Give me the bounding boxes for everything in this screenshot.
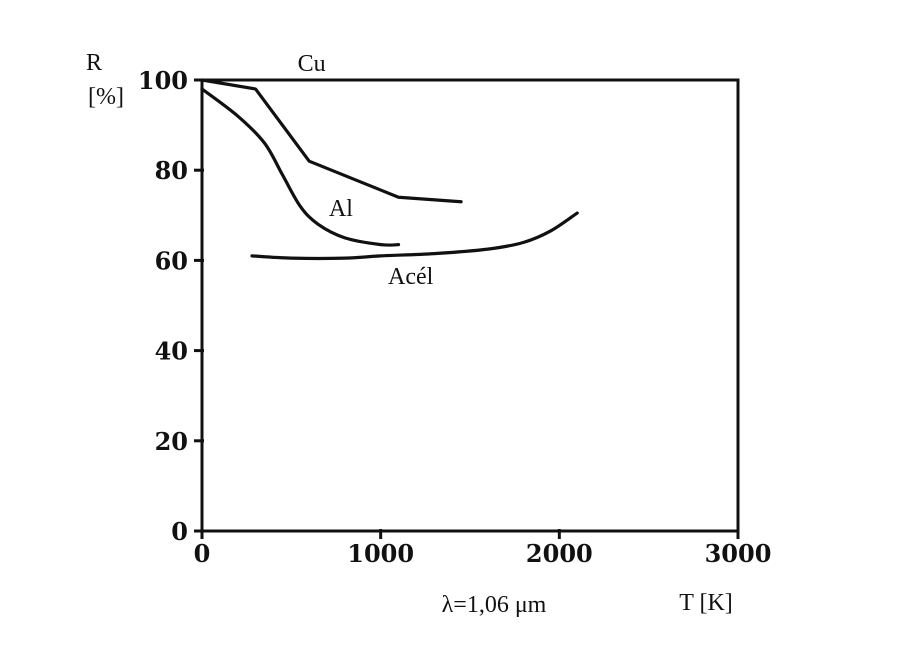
- x-tick-label-0: 0: [194, 539, 211, 568]
- wavelength-annotation: λ=1,06 μm: [442, 592, 547, 618]
- series-line-cu: [200, 78, 463, 204]
- y-axis-label-line-2: [%]: [88, 84, 124, 110]
- plot-frame: [200, 78, 740, 533]
- y-tick-label-40: 40: [155, 337, 188, 366]
- series-line-ac-l: [250, 211, 579, 261]
- y-tick-label-20: 20: [155, 427, 188, 456]
- series-lines: [200, 78, 579, 261]
- x-tick-label-2000: 2000: [526, 539, 593, 568]
- axis-ticks: [194, 78, 740, 539]
- series-labels: Cu Al Acél: [298, 51, 434, 290]
- x-axis-label: T [K]: [679, 590, 733, 616]
- y-tick-label-0: 0: [171, 517, 188, 546]
- series-label-ac-l: Acél: [388, 264, 434, 290]
- series-label-cu: Cu: [298, 51, 326, 77]
- series-line-al: [200, 87, 401, 247]
- x-tick-label-3000: 3000: [705, 539, 772, 568]
- y-tick-label-100: 100: [138, 66, 188, 95]
- y-tick-label-60: 60: [155, 246, 188, 275]
- series-label-al: Al: [329, 196, 353, 222]
- y-tick-label-80: 80: [155, 156, 188, 185]
- x-tick-label-1000: 1000: [347, 539, 414, 568]
- y-axis-label-line-1: R: [86, 50, 102, 76]
